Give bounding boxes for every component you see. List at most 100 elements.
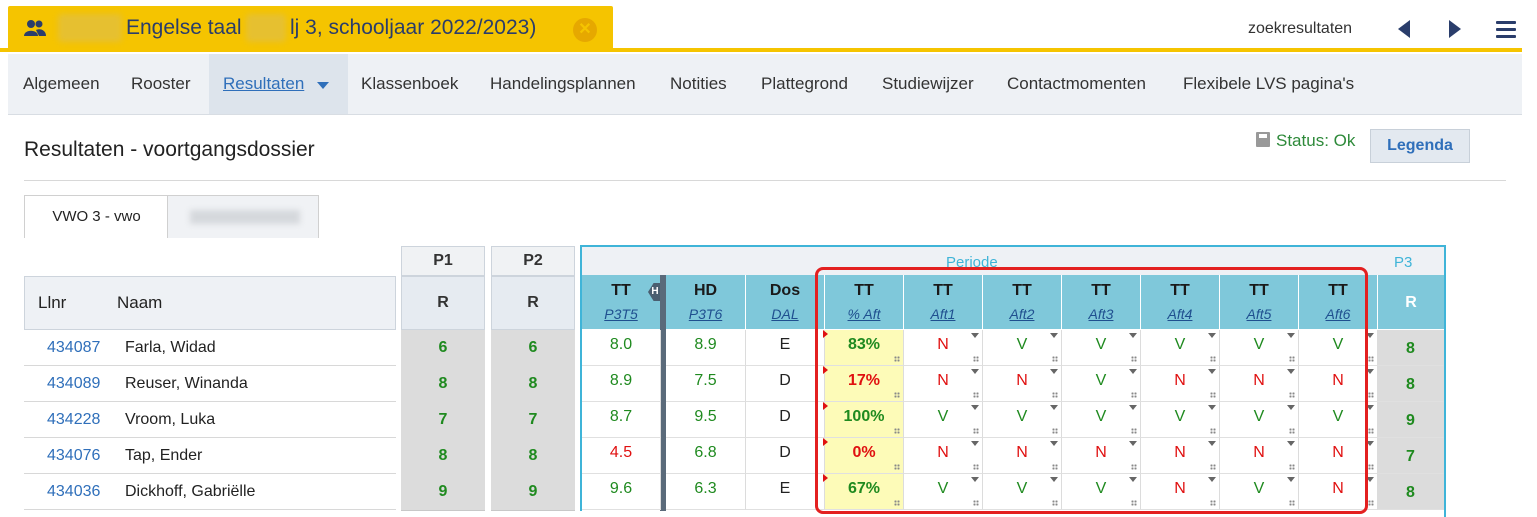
dropdown-arrow-icon[interactable] xyxy=(971,369,979,374)
dropdown-arrow-icon[interactable] xyxy=(1050,477,1058,482)
dos-dal-cell[interactable]: D xyxy=(746,402,825,438)
aft1-cell[interactable]: V xyxy=(904,474,983,510)
pct-aft-cell[interactable]: 67% xyxy=(823,474,904,510)
hd-p3t6-cell[interactable]: 6.3 xyxy=(666,474,746,510)
tt-p3t5-cell[interactable]: 8.7 xyxy=(582,402,661,438)
legend-button[interactable]: Legenda xyxy=(1370,129,1470,163)
column-header-tt-aft5[interactable]: TT Aft5 xyxy=(1220,275,1299,329)
dropdown-arrow-icon[interactable] xyxy=(1287,405,1295,410)
close-icon[interactable]: ✕ xyxy=(573,18,597,42)
aft4-cell[interactable]: V xyxy=(1141,330,1220,366)
tt-p3t5-cell[interactable]: 4.5 xyxy=(582,438,661,474)
dropdown-arrow-icon[interactable] xyxy=(1366,477,1374,482)
dropdown-arrow-icon[interactable] xyxy=(971,333,979,338)
nav-item-handelingsplannen[interactable]: Handelingsplannen xyxy=(490,74,636,93)
dropdown-arrow-icon[interactable] xyxy=(1129,369,1137,374)
nav-item-studiewijzer[interactable]: Studiewijzer xyxy=(882,74,974,93)
aft3-cell[interactable]: V xyxy=(1062,474,1141,510)
column-header-tt-p3t5[interactable]: TT P3T5 xyxy=(582,275,661,329)
aft1-cell[interactable]: V xyxy=(904,402,983,438)
aft3-cell[interactable]: N xyxy=(1062,438,1141,474)
hd-p3t6-cell[interactable]: 8.9 xyxy=(666,330,746,366)
column-header-sub[interactable]: Aft1 xyxy=(930,306,956,322)
dos-dal-cell[interactable]: E xyxy=(746,474,825,510)
nav-item-flexibele-lvs[interactable]: Flexibele LVS pagina's xyxy=(1183,74,1355,93)
column-header-dos-dal[interactable]: Dos DAL xyxy=(746,275,825,329)
aft5-cell[interactable]: V xyxy=(1220,402,1299,438)
column-header-sub[interactable]: Aft6 xyxy=(1325,306,1351,322)
dropdown-arrow-icon[interactable] xyxy=(1050,441,1058,446)
dropdown-arrow-icon[interactable] xyxy=(1050,333,1058,338)
nav-item-rooster[interactable]: Rooster xyxy=(131,74,191,93)
column-header-sub[interactable]: Aft3 xyxy=(1088,306,1114,322)
dropdown-arrow-icon[interactable] xyxy=(1050,405,1058,410)
menu-icon[interactable] xyxy=(1496,21,1516,38)
aft4-cell[interactable]: V xyxy=(1141,402,1220,438)
hd-p3t6-cell[interactable]: 6.8 xyxy=(666,438,746,474)
aft2-cell[interactable]: V xyxy=(983,474,1062,510)
dropdown-arrow-icon[interactable] xyxy=(1287,369,1295,374)
dropdown-arrow-icon[interactable] xyxy=(1208,405,1216,410)
column-header-sub[interactable]: Aft2 xyxy=(1009,306,1035,322)
dos-dal-cell[interactable]: E xyxy=(746,330,825,366)
dropdown-arrow-icon[interactable] xyxy=(1129,477,1137,482)
student-number-link[interactable]: 434228 xyxy=(47,411,101,428)
student-number-link[interactable]: 434076 xyxy=(47,447,101,464)
pct-aft-cell[interactable]: 100% xyxy=(823,402,904,438)
column-header-tt-aft1[interactable]: TT Aft1 xyxy=(904,275,983,329)
previous-arrow-icon[interactable] xyxy=(1398,20,1410,38)
dropdown-arrow-icon[interactable] xyxy=(1208,477,1216,482)
aft6-cell[interactable]: V xyxy=(1299,402,1378,438)
student-number-link[interactable]: 434087 xyxy=(47,339,101,356)
aft3-cell[interactable]: V xyxy=(1062,402,1141,438)
dos-dal-cell[interactable]: D xyxy=(746,438,825,474)
h-marker-icon[interactable]: H xyxy=(648,283,662,301)
aft4-cell[interactable]: N xyxy=(1141,438,1220,474)
column-header-sub[interactable]: Aft5 xyxy=(1246,306,1272,322)
aft3-cell[interactable]: V xyxy=(1062,366,1141,402)
column-header-tt-aft3[interactable]: TT Aft3 xyxy=(1062,275,1141,329)
aft6-cell[interactable]: V xyxy=(1299,330,1378,366)
tt-p3t5-cell[interactable]: 9.6 xyxy=(582,474,661,510)
aft2-cell[interactable]: V xyxy=(983,402,1062,438)
aft1-cell[interactable]: N xyxy=(904,438,983,474)
student-number-link[interactable]: 434036 xyxy=(47,483,101,500)
column-header-llnr[interactable]: Llnr xyxy=(38,293,67,312)
aft5-cell[interactable]: N xyxy=(1220,366,1299,402)
column-header-sub[interactable]: Aft4 xyxy=(1167,306,1193,322)
pct-aft-cell[interactable]: 0% xyxy=(823,438,904,474)
nav-item-resultaten[interactable]: Resultaten xyxy=(223,74,305,93)
dropdown-arrow-icon[interactable] xyxy=(1366,405,1374,410)
column-header-tt-aft2[interactable]: TT Aft2 xyxy=(983,275,1062,329)
dropdown-arrow-icon[interactable] xyxy=(1287,333,1295,338)
aft2-cell[interactable]: N xyxy=(983,366,1062,402)
dropdown-arrow-icon[interactable] xyxy=(1129,441,1137,446)
column-header-tt-aft4[interactable]: TT Aft4 xyxy=(1141,275,1220,329)
aft6-cell[interactable]: N xyxy=(1299,366,1378,402)
dropdown-arrow-icon[interactable] xyxy=(1050,369,1058,374)
aft5-cell[interactable]: V xyxy=(1220,330,1299,366)
aft6-cell[interactable]: N xyxy=(1299,474,1378,510)
dropdown-arrow-icon[interactable] xyxy=(1129,405,1137,410)
dropdown-arrow-icon[interactable] xyxy=(1208,369,1216,374)
nav-item-klassenboek[interactable]: Klassenboek xyxy=(361,74,459,93)
pct-aft-cell[interactable]: 83% xyxy=(823,330,904,366)
dropdown-arrow-icon[interactable] xyxy=(1287,477,1295,482)
column-header-tt-aft6[interactable]: TT Aft6 xyxy=(1299,275,1378,329)
tab-vwo[interactable]: VWO 3 - vwo xyxy=(24,195,169,238)
aft4-cell[interactable]: N xyxy=(1141,474,1220,510)
aft6-cell[interactable]: N xyxy=(1299,438,1378,474)
nav-item-contactmomenten[interactable]: Contactmomenten xyxy=(1007,74,1146,93)
dropdown-arrow-icon[interactable] xyxy=(1287,441,1295,446)
aft3-cell[interactable]: V xyxy=(1062,330,1141,366)
dropdown-arrow-icon[interactable] xyxy=(1366,441,1374,446)
column-header-naam[interactable]: Naam xyxy=(117,293,163,312)
column-header-sub[interactable]: P3T6 xyxy=(688,306,723,322)
dropdown-arrow-icon[interactable] xyxy=(1129,333,1137,338)
dropdown-arrow-icon[interactable] xyxy=(1366,369,1374,374)
dropdown-arrow-icon[interactable] xyxy=(971,477,979,482)
hd-p3t6-cell[interactable]: 9.5 xyxy=(666,402,746,438)
aft1-cell[interactable]: N xyxy=(904,366,983,402)
aft1-cell[interactable]: N xyxy=(904,330,983,366)
nav-item-algemeen[interactable]: Algemeen xyxy=(23,74,100,93)
